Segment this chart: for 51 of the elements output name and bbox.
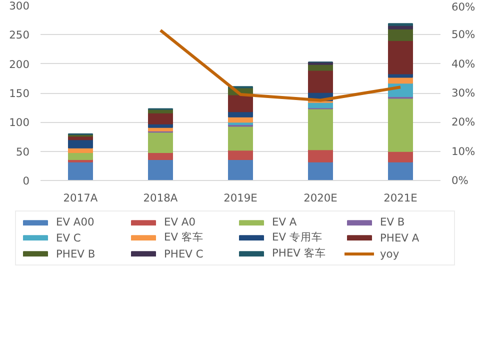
legend-label: yoy [380, 247, 400, 260]
y-tick-label: 100 [9, 116, 30, 130]
bar [228, 150, 253, 160]
y-tick-label: 150 [9, 87, 30, 100]
bar [308, 70, 333, 93]
bar [308, 161, 333, 180]
bar [148, 112, 173, 124]
x-tick-label: 2017A [63, 192, 98, 204]
y2-tick-label: 0% [452, 174, 468, 187]
legend-label: PHEV A [380, 231, 420, 244]
legend-label: EV 客车 [164, 230, 204, 244]
bar [308, 108, 333, 150]
legend-label: PHEV C [164, 247, 204, 260]
legend-label: EV 专用车 [272, 230, 324, 244]
bar [68, 152, 93, 160]
x-tick-label: 2021E [384, 192, 418, 204]
bar [228, 159, 253, 180]
y-tick-label: 200 [9, 58, 30, 71]
bar [68, 161, 93, 180]
line-series [159, 28, 402, 102]
bar [388, 98, 413, 152]
y-tick-label: 50 [16, 145, 30, 158]
bar [228, 94, 253, 112]
y2-tick-label: 40% [452, 57, 476, 70]
legend-label: EV A [272, 216, 298, 228]
x-tick-label: 2019E [224, 192, 258, 204]
legend-label: EV B [380, 216, 406, 228]
y2-tick-label: 20% [452, 116, 476, 129]
bar [308, 149, 333, 162]
y2-tick-label: 30% [452, 86, 476, 100]
legend-label: EV A00 [56, 216, 96, 228]
bar [228, 126, 253, 151]
y2-tick-label: 50% [452, 28, 476, 42]
y-tick-label: 300 [9, 0, 30, 12]
y2-tick-label: 60% [452, 0, 476, 14]
legend-label: PHEV B [56, 247, 96, 260]
legend-label: PHEV 客车 [272, 246, 327, 260]
x-tick-label: 2018A [143, 192, 178, 204]
bar [388, 40, 413, 74]
y2-tick-label: 10% [452, 144, 476, 158]
bar [388, 161, 413, 180]
bar [68, 139, 93, 148]
bar [148, 159, 173, 180]
bar [388, 28, 413, 41]
bar [388, 150, 413, 162]
y-tick-label: 0 [22, 174, 30, 188]
legend-label: EV C [56, 231, 82, 244]
y-tick-label: 250 [9, 28, 30, 42]
legend-label: EV A0 [164, 216, 196, 228]
bar [148, 132, 173, 153]
x-tick-label: 2020E [304, 192, 338, 204]
